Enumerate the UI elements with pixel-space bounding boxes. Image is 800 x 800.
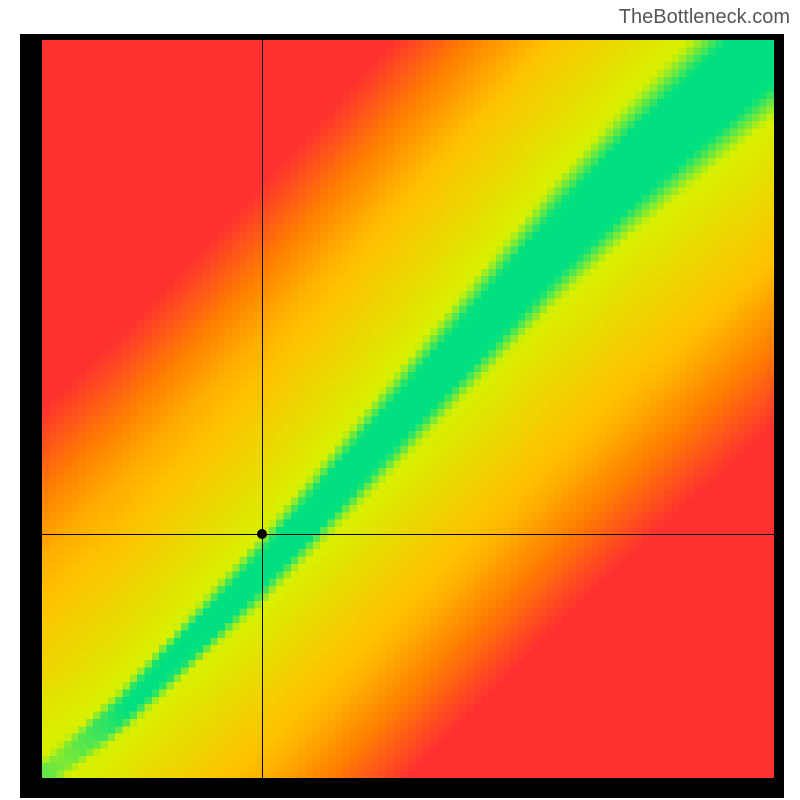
heatmap-canvas — [42, 40, 774, 778]
crosshair-vertical — [262, 40, 263, 778]
watermark-text: TheBottleneck.com — [619, 6, 790, 29]
crosshair-horizontal — [42, 534, 774, 535]
plot-area — [42, 40, 774, 778]
chart-frame — [20, 34, 784, 798]
marker-dot — [257, 529, 267, 539]
chart-container: TheBottleneck.com — [0, 0, 800, 800]
